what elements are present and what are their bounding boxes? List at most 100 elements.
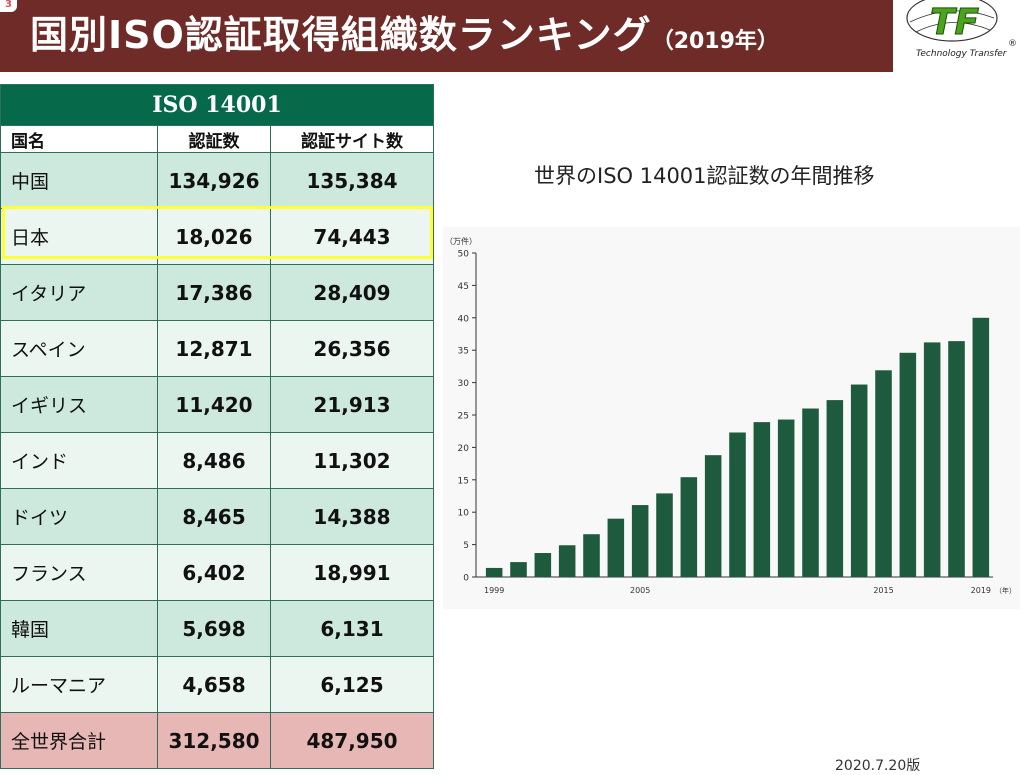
y-tick-label: 45 [458,282,469,292]
country-name: 中国 [0,152,158,209]
y-tick-label: 35 [458,347,469,357]
site-count: 6,125 [270,656,434,713]
site-count: 135,384 [270,152,434,209]
y-tick-label: 0 [463,574,469,584]
y-tick-label: 20 [458,444,470,454]
bar-2002 [558,545,576,577]
site-count: 18,991 [270,544,434,601]
bar-2000 [510,562,527,577]
cert-count: 8,465 [157,488,271,545]
x-tick-label: 2019 [971,586,991,595]
table-row: 日本 18,026 74,443 [0,208,434,265]
table-row: ルーマニア 4,658 6,125 [0,656,434,713]
slide-number-tab: 3 [0,0,17,12]
x-tick-label: 2015 [873,586,893,595]
x-tick-label: 1999 [484,586,504,595]
logo-globe-outline [906,0,998,42]
cert-count: 12,871 [157,320,271,377]
bar-1999 [485,567,503,577]
site-count: 21,913 [270,376,434,433]
bar-2009 [729,432,746,577]
country-name: イタリア [0,264,158,321]
column-header-country: 国名 [0,125,158,153]
table-row: イギリス 11,420 21,913 [0,376,434,433]
bar-2017 [923,342,941,577]
cert-count: 134,926 [157,152,271,209]
cert-count: 6,402 [157,544,271,601]
site-count: 11,302 [270,432,434,489]
bar-2001 [534,553,552,577]
y-tick-label: 30 [458,379,470,389]
table-header-row: 国名 認証数 認証サイト数 [0,125,434,153]
bar-2016 [899,352,917,577]
logo-globe-arc-2 [915,22,991,33]
bar-2010 [753,422,771,577]
site-count: 6,131 [270,600,434,657]
bar-2012 [802,408,819,577]
table-standard-row: ISO 14001 [0,84,434,126]
tf-logo: TF ® [906,0,1017,49]
site-count: 26,356 [270,320,434,377]
y-tick-label: 40 [458,314,470,324]
chart-title: 世界のISO 14001認証数の年間推移 [534,164,875,188]
site-count: 28,409 [270,264,434,321]
total-cert-count: 312,580 [157,712,271,769]
bar-2008 [704,455,722,577]
x-axis-unit-label: （年） [995,586,1016,595]
cert-count: 18,026 [157,208,271,265]
table-row: イタリア 17,386 28,409 [0,264,434,321]
logo-globe-arc [909,10,995,23]
bar-2014 [850,384,868,577]
country-name: 日本 [0,208,158,265]
total-site-count: 487,950 [270,712,434,769]
country-name: ドイツ [0,488,158,545]
y-tick-label: 50 [458,250,470,260]
country-name: 韓国 [0,600,158,657]
y-tick-label: 25 [458,412,469,422]
logo-tagline: Technology Transfer [916,49,1007,59]
table-total-row: 全世界合計 312,580 487,950 [0,712,434,769]
iso-ranking-table: ISO 14001 国名 認証数 認証サイト数 中国 134,926 135,3… [0,84,434,769]
page-title-year: （2019年） [651,29,779,54]
logo-letters: TF [930,2,980,43]
bar-2006 [656,493,673,577]
y-axis-unit-label: （万件） [445,236,477,246]
standard-name: ISO 14001 [0,84,434,126]
site-count: 14,388 [270,488,434,545]
table-row: フランス 6,402 18,991 [0,544,434,601]
table-row: 中国 134,926 135,384 [0,152,434,209]
country-name: ルーマニア [0,656,158,713]
y-tick-label: 15 [458,476,469,486]
y-tick-label: 5 [463,541,469,551]
bar-2003 [583,534,600,577]
table-row: インド 8,486 11,302 [0,432,434,489]
version-footer: 2020.7.20版 [835,758,921,774]
bar-2013 [826,400,844,577]
page-title-text: 国別ISO認証取得組織数ランキング [30,13,652,57]
country-name: イギリス [0,376,158,433]
page-title: 国別ISO認証取得組織数ランキング（2019年） [30,12,779,65]
bar-2019 [972,317,990,577]
chart-panel: （万件） 0 5 10 15 20 25 30 35 40 45 50 1999 2005 2015 2019… [443,227,1020,609]
bar-2004 [607,518,625,577]
total-label: 全世界合計 [0,712,158,769]
table-row: ドイツ 8,465 14,388 [0,488,434,545]
column-header-certs: 認証数 [157,125,271,153]
y-tick-label: 10 [458,509,470,519]
bar-2007 [680,477,698,577]
cert-count: 8,486 [157,432,271,489]
bar-2011 [777,419,795,577]
bar-chart: （万件） 0 5 10 15 20 25 30 35 40 45 50 1999 2005 2015 2019… [445,236,1016,595]
cert-count: 4,658 [157,656,271,713]
table-row: スペイン 12,871 26,356 [0,320,434,377]
site-count: 74,443 [270,208,434,265]
registered-mark: ® [1008,39,1017,49]
country-name: フランス [0,544,158,601]
title-banner: 3 国別ISO認証取得組織数ランキング（2019年） [0,0,893,72]
bar-2005 [631,505,649,577]
x-tick-label: 2005 [630,586,650,595]
country-name: スペイン [0,320,158,377]
cert-count: 17,386 [157,264,271,321]
column-header-sites: 認証サイト数 [270,125,434,153]
bar-2015 [875,370,892,577]
